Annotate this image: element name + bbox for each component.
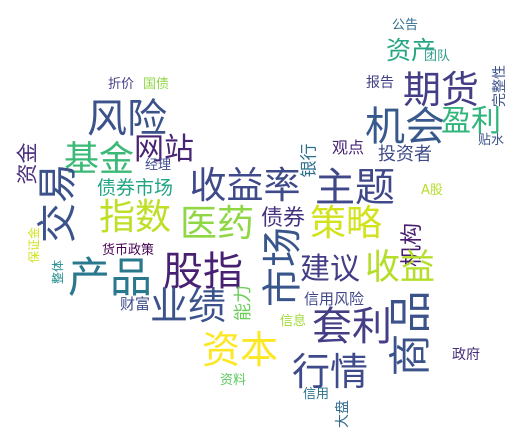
cloud-word: 贴水 [478, 132, 505, 148]
cloud-word: A股 [421, 182, 443, 198]
cloud-word: 建议 [300, 252, 360, 287]
cloud-word: 债券 [261, 206, 306, 231]
cloud-word: 市场 [260, 227, 306, 307]
cloud-word: 保证金 [27, 226, 42, 264]
cloud-word: 能力 [233, 285, 254, 321]
cloud-word: 产品 [68, 253, 153, 302]
cloud-word: 交易 [35, 163, 81, 243]
cloud-word: 业绩 [150, 284, 227, 328]
cloud-word: 观点 [332, 138, 365, 157]
cloud-word: 网站 [134, 132, 194, 167]
cloud-word: 资产 [386, 35, 437, 65]
cloud-word: 盈利 [441, 104, 501, 139]
cloud-word: 货币政策 [102, 242, 155, 258]
cloud-word: 信用风险 [304, 289, 365, 308]
cloud-word: 信用 [303, 386, 330, 402]
cloud-word: 资本 [202, 328, 279, 372]
cloud-word: 套利 [312, 304, 392, 350]
cloud-word: 债券市场 [97, 176, 174, 199]
cloud-word: 财富 [120, 294, 151, 313]
cloud-word: 整体 [51, 259, 66, 285]
cloud-word: 大盘 [335, 400, 351, 428]
cloud-word: 股指 [163, 249, 243, 295]
cloud-word: 医药 [180, 201, 254, 245]
cloud-word: 主题 [315, 165, 395, 211]
cloud-word: 完整性 [492, 65, 508, 107]
cloud-word: 资料 [220, 372, 247, 388]
cloud-word: 经理 [145, 157, 172, 173]
cloud-word: 政府 [452, 347, 480, 363]
cloud-word: 信息 [280, 313, 307, 329]
cloud-word: 国债 [143, 76, 170, 92]
cloud-word: 收益 [365, 247, 436, 288]
cloud-word: 策略 [310, 203, 383, 244]
cloud-word: 报告 [366, 75, 394, 91]
cloud-word: 行情 [292, 350, 369, 394]
cloud-word: 团队 [424, 48, 451, 64]
cloud-word: 风险 [87, 96, 167, 142]
cloud-word: 机会 [365, 104, 445, 150]
cloud-word: 期货 [403, 68, 480, 112]
cloud-word: 折价 [108, 76, 135, 92]
cloud-word: 指数 [99, 197, 172, 238]
cloud-word: 收益率 [189, 163, 301, 207]
cloud-word: 投资者 [378, 144, 432, 165]
cloud-word: 公告 [392, 17, 419, 33]
cloud-word: 商品 [386, 290, 437, 376]
cloud-word: 基金 [64, 139, 135, 180]
